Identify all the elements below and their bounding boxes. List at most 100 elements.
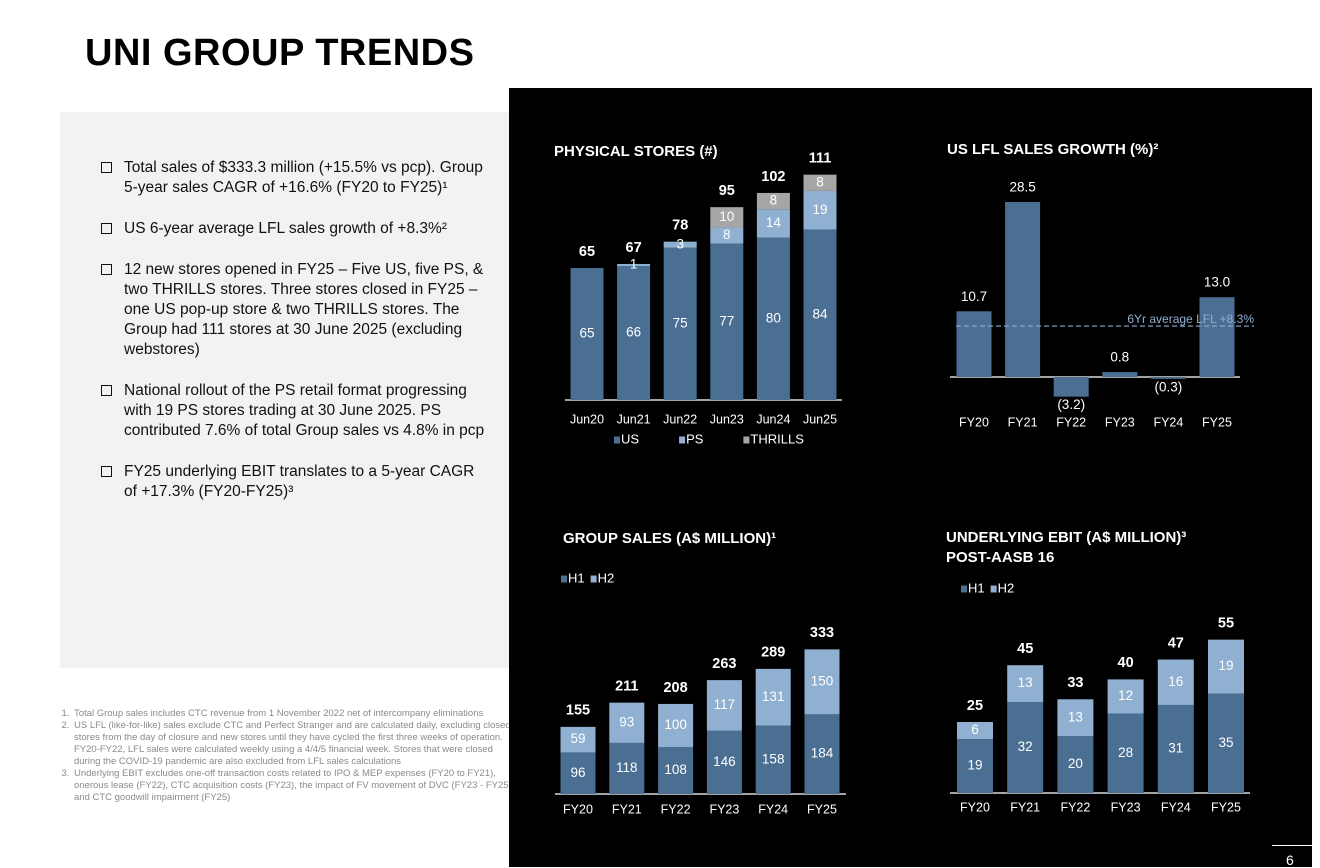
segment-label: 6 xyxy=(971,722,979,737)
x-tick-label: FY20 xyxy=(563,802,593,816)
bullet: National rollout of the PS retail format… xyxy=(100,381,485,441)
total-label: 67 xyxy=(626,240,642,256)
total-label: 95 xyxy=(719,183,735,199)
segment-label: 184 xyxy=(811,746,834,761)
value-label: (0.3) xyxy=(1155,379,1183,394)
x-tick-label: FY22 xyxy=(1060,800,1090,814)
x-tick-label: FY20 xyxy=(959,415,989,429)
bar xyxy=(1150,377,1186,379)
segment-label: 65 xyxy=(579,326,594,341)
total-label: 47 xyxy=(1168,635,1184,651)
segment-label: 19 xyxy=(967,758,982,773)
bar xyxy=(956,311,992,377)
bar-segment xyxy=(803,229,837,400)
chart-title: PHYSICAL STORES (#) xyxy=(554,143,718,160)
bullet: FY25 underlying EBIT translates to a 5-y… xyxy=(100,462,485,502)
legend-label: H1 xyxy=(568,570,585,585)
legend-label: H1 xyxy=(968,580,985,595)
total-label: 155 xyxy=(566,703,590,719)
segment-label: 93 xyxy=(619,714,634,729)
x-tick-label: FY23 xyxy=(1105,415,1135,429)
bar-segment xyxy=(570,268,604,400)
bar-segment xyxy=(710,207,744,228)
total-label: 33 xyxy=(1067,675,1083,691)
segment-label: 31 xyxy=(1168,741,1183,756)
value-label: 0.8 xyxy=(1110,350,1129,365)
chart-title: GROUP SALES (A$ MILLION)¹ xyxy=(563,530,776,547)
slide-title: UNI GROUP TRENDS xyxy=(85,32,475,74)
bar-segment xyxy=(710,227,744,244)
x-tick-label: FY25 xyxy=(1202,415,1232,429)
bar-segment xyxy=(617,266,651,400)
segment-label: 158 xyxy=(762,751,785,766)
bullet: Total sales of $333.3 million (+15.5% vs… xyxy=(100,158,485,198)
bar-segment xyxy=(803,190,837,230)
total-label: 78 xyxy=(672,217,688,233)
bar-segment xyxy=(1208,639,1244,694)
bar-segment xyxy=(804,649,840,715)
bar-segment xyxy=(1107,713,1144,793)
total-label: 208 xyxy=(663,680,687,696)
x-tick-label: FY21 xyxy=(1008,415,1038,429)
bar-segment xyxy=(755,668,791,726)
total-label: 263 xyxy=(712,656,736,672)
total-label: 25 xyxy=(967,698,983,714)
bar-segment xyxy=(1157,659,1194,705)
bar-segment xyxy=(1208,693,1244,793)
bullet: US 6-year average LFL sales growth of +8… xyxy=(100,219,485,239)
bar-segment xyxy=(560,726,596,753)
segment-label: 10 xyxy=(719,209,734,224)
segment-label: 32 xyxy=(1018,739,1033,754)
legend-label: US xyxy=(621,431,639,446)
average-label: 6Yr average LFL +8.3% xyxy=(1127,312,1254,326)
x-tick-label: FY20 xyxy=(960,800,990,814)
legend-label: PS xyxy=(686,431,704,446)
bar-segment xyxy=(609,742,645,794)
footnote: US LFL (like-for-like) sales exclude CTC… xyxy=(72,720,512,768)
x-tick-label: Jun25 xyxy=(803,412,837,426)
bar xyxy=(1005,202,1041,377)
x-tick-label: FY25 xyxy=(807,802,837,816)
bar-segment xyxy=(804,714,840,794)
value-label: 28.5 xyxy=(1009,180,1035,195)
bar-segment xyxy=(658,747,694,794)
bar-segment xyxy=(663,247,697,400)
segment-label: 20 xyxy=(1068,756,1083,771)
segment-label: 96 xyxy=(570,765,585,780)
segment-label: 13 xyxy=(1018,675,1033,690)
bar-segment xyxy=(1007,665,1044,703)
bar-segment xyxy=(609,702,645,743)
x-tick-label: FY22 xyxy=(1056,415,1086,429)
total-label: 211 xyxy=(615,678,638,694)
bar-segment xyxy=(706,680,742,731)
value-label: 13.0 xyxy=(1204,275,1230,290)
segment-label: 84 xyxy=(812,306,828,321)
bar-segment xyxy=(617,263,651,267)
total-label: 111 xyxy=(809,150,832,166)
segment-label: 19 xyxy=(812,202,827,217)
segment-label: 80 xyxy=(766,310,781,325)
bar xyxy=(1199,297,1235,377)
x-tick-label: FY24 xyxy=(758,802,788,816)
chart-subtitle: POST-AASB 16 xyxy=(946,549,1054,566)
legend-swatch xyxy=(990,585,997,593)
segment-label: 146 xyxy=(713,754,736,769)
page-rule xyxy=(1272,845,1312,846)
x-tick-label: FY24 xyxy=(1161,800,1191,814)
bar-segment xyxy=(755,725,791,794)
total-label: 102 xyxy=(761,169,785,185)
segment-label: 8 xyxy=(723,227,731,242)
bullet-list: Total sales of $333.3 million (+15.5% vs… xyxy=(100,158,485,523)
footnote: Underlying EBIT excludes one-off transac… xyxy=(72,768,512,804)
total-label: 333 xyxy=(810,625,834,641)
x-tick-label: FY21 xyxy=(612,802,642,816)
bar-segment xyxy=(957,722,993,740)
x-tick-label: FY21 xyxy=(1010,800,1040,814)
legend-label: THRILLS xyxy=(750,431,804,446)
x-tick-label: Jun23 xyxy=(710,412,744,426)
legend-swatch xyxy=(561,575,567,583)
bar-segment xyxy=(706,730,742,794)
value-label: 10.7 xyxy=(961,289,987,304)
